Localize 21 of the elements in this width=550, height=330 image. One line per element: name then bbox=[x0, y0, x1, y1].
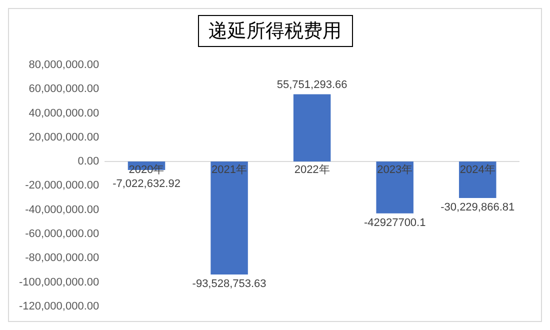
y-tick-label: 80,000,000.00 bbox=[28, 59, 100, 72]
y-tick-label: 40,000,000.00 bbox=[28, 107, 100, 120]
x-tick-label: 2023年 bbox=[377, 164, 413, 176]
y-tick-label: -20,000,000.00 bbox=[25, 180, 100, 192]
data-label: -42927700.1 bbox=[364, 216, 426, 229]
x-tick-label: 2022年 bbox=[294, 164, 330, 176]
chart-title: 递延所得税费用 bbox=[198, 15, 352, 47]
data-label: -30,229,866.81 bbox=[440, 202, 515, 214]
y-tick-label: -120,000,000.00 bbox=[18, 300, 100, 312]
x-tick-label: 2024年 bbox=[460, 164, 496, 176]
data-label: -7,022,632.92 bbox=[112, 178, 180, 190]
data-label: -93,528,753.63 bbox=[192, 278, 266, 290]
y-tick-label: 20,000,000.00 bbox=[28, 131, 100, 144]
y-tick-label: -40,000,000.00 bbox=[25, 204, 100, 216]
x-tick-label: 2021年 bbox=[212, 164, 248, 176]
data-label: 55,751,293.66 bbox=[276, 78, 348, 91]
y-tick-label: -60,000,000.00 bbox=[25, 228, 100, 240]
y-tick-label: -100,000,000.00 bbox=[18, 276, 100, 288]
y-tick-label: 0.00 bbox=[78, 156, 100, 168]
y-tick-label: -80,000,000.00 bbox=[25, 252, 100, 264]
y-tick-label: 60,000,000.00 bbox=[28, 83, 100, 96]
